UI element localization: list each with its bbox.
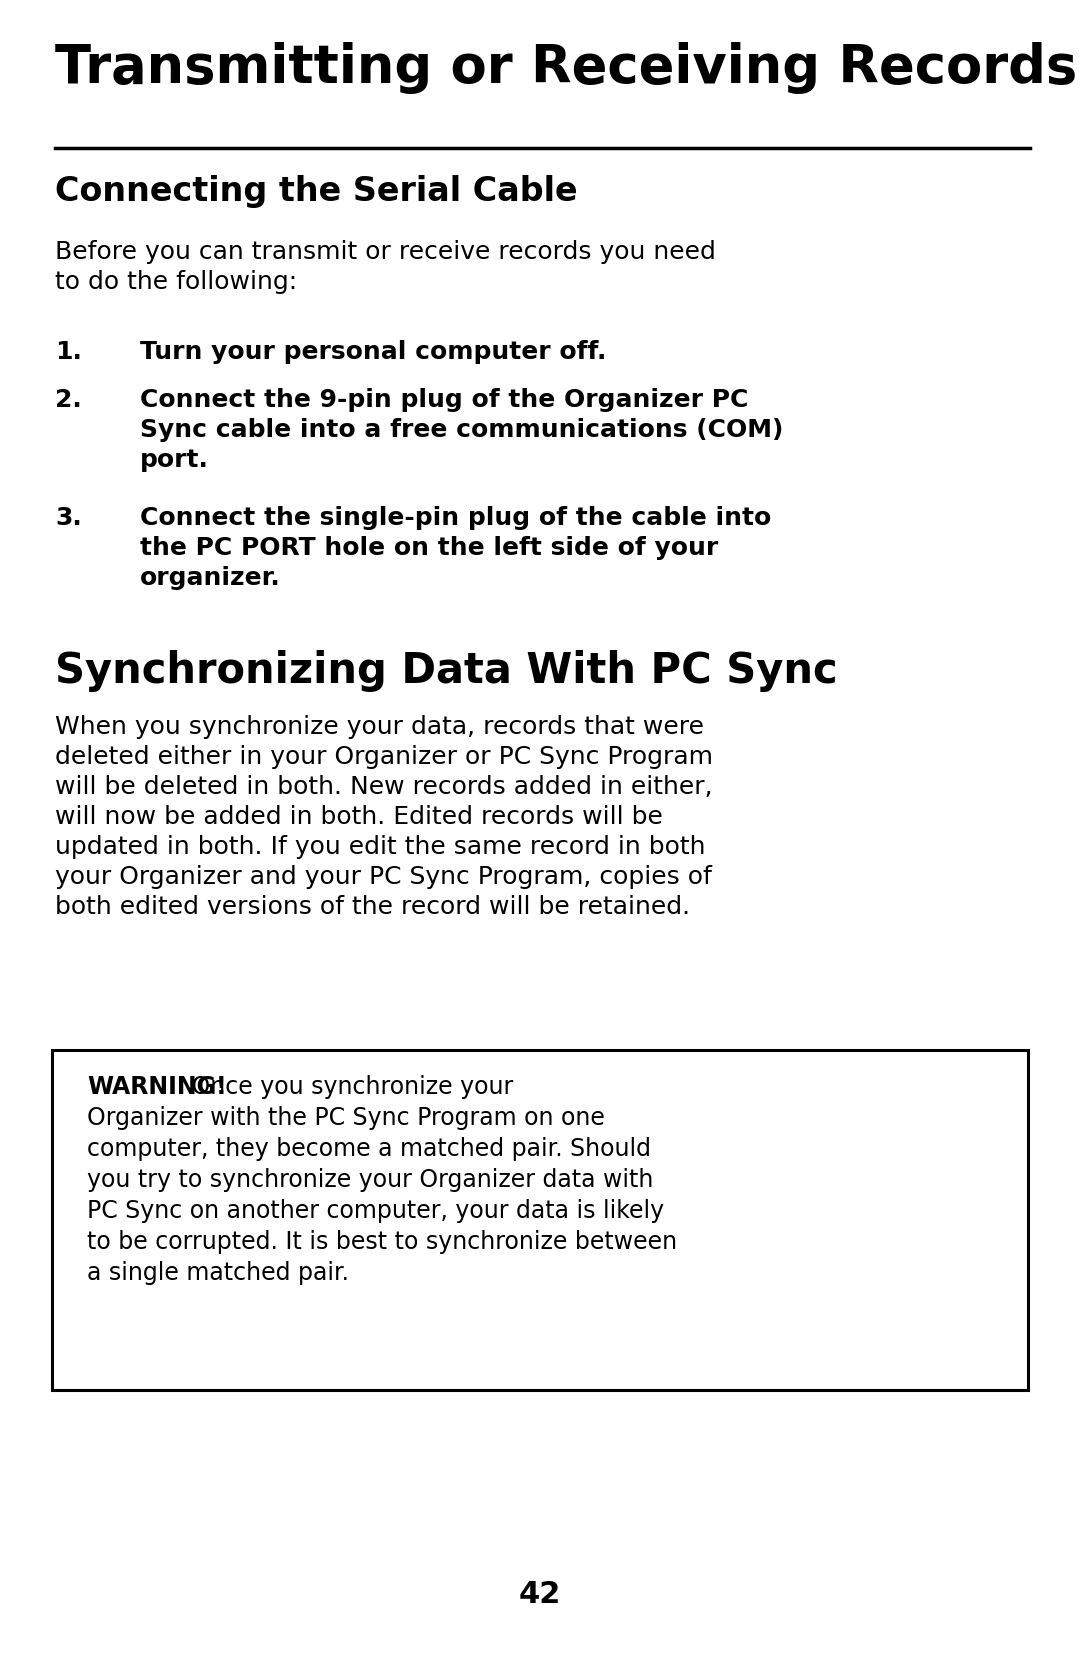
Text: to do the following:: to do the following:: [55, 271, 297, 294]
Text: you try to synchronize your Organizer data with: you try to synchronize your Organizer da…: [87, 1169, 653, 1192]
Text: deleted either in your Organizer or PC Sync Program: deleted either in your Organizer or PC S…: [55, 745, 713, 769]
Text: a single matched pair.: a single matched pair.: [87, 1262, 349, 1285]
Bar: [52, 1051, 1028, 1389]
Text: PC Sync on another computer, your data is likely: PC Sync on another computer, your data i…: [87, 1199, 664, 1223]
Text: Before you can transmit or receive records you need: Before you can transmit or receive recor…: [55, 241, 716, 264]
Text: organizer.: organizer.: [140, 566, 281, 589]
Text: your Organizer and your PC Sync Program, copies of: your Organizer and your PC Sync Program,…: [55, 865, 712, 890]
Text: to be corrupted. It is best to synchronize between: to be corrupted. It is best to synchroni…: [87, 1230, 677, 1253]
Text: 3.: 3.: [55, 506, 82, 530]
Text: will be deleted in both. New records added in either,: will be deleted in both. New records add…: [55, 775, 713, 798]
Text: Turn your personal computer off.: Turn your personal computer off.: [140, 340, 606, 364]
Text: both edited versions of the record will be retained.: both edited versions of the record will …: [55, 895, 690, 920]
Text: 42: 42: [518, 1580, 562, 1609]
Text: Transmitting or Receiving Records: Transmitting or Receiving Records: [55, 42, 1077, 95]
Text: will now be added in both. Edited records will be: will now be added in both. Edited record…: [55, 805, 663, 828]
Text: port.: port.: [140, 448, 208, 471]
Text: 2.: 2.: [55, 388, 82, 412]
Text: the PC PORT hole on the left side of your: the PC PORT hole on the left side of you…: [140, 536, 718, 559]
Text: Synchronizing Data With PC Sync: Synchronizing Data With PC Sync: [55, 651, 838, 692]
Text: Connect the single-pin plug of the cable into: Connect the single-pin plug of the cable…: [140, 506, 771, 530]
Text: Connect the 9-pin plug of the Organizer PC: Connect the 9-pin plug of the Organizer …: [140, 388, 748, 412]
Text: Once you synchronize your: Once you synchronize your: [184, 1076, 513, 1099]
Text: computer, they become a matched pair. Should: computer, they become a matched pair. Sh…: [87, 1137, 651, 1160]
Text: Sync cable into a free communications (COM): Sync cable into a free communications (C…: [140, 418, 783, 442]
Text: 1.: 1.: [55, 340, 82, 364]
Text: When you synchronize your data, records that were: When you synchronize your data, records …: [55, 715, 704, 739]
Text: Organizer with the PC Sync Program on one: Organizer with the PC Sync Program on on…: [87, 1106, 605, 1130]
Text: updated in both. If you edit the same record in both: updated in both. If you edit the same re…: [55, 835, 705, 858]
Text: WARNING!: WARNING!: [87, 1076, 227, 1099]
Text: Connecting the Serial Cable: Connecting the Serial Cable: [55, 174, 578, 208]
